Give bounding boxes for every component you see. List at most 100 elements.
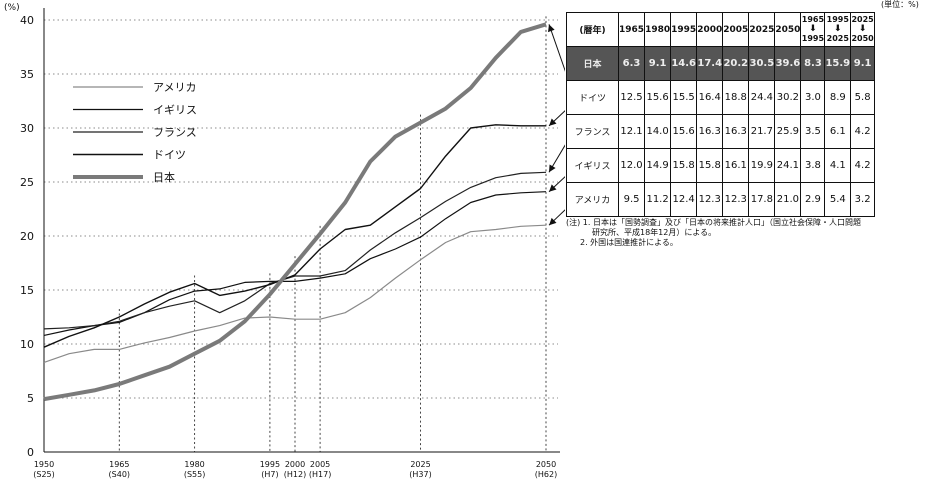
arrow-head-アメリカ <box>549 217 557 226</box>
table-value-cell: 17.8 <box>748 182 776 217</box>
table-value-cell: 8.9 <box>824 80 852 115</box>
table-value-cell: 16.1 <box>722 148 750 183</box>
table-value-cell: 14.9 <box>644 148 672 183</box>
x-tick-sublabel: (S55) <box>184 470 206 479</box>
unit-label: (単位：%) <box>881 0 919 9</box>
x-tick-label: 1950 <box>34 460 54 469</box>
table-value-cell: 12.3 <box>722 182 750 217</box>
x-tick-sublabel: (H17) <box>309 470 331 479</box>
note-line-3: 2. 外国は国連推計による。 <box>580 238 678 247</box>
table-value-cell: 5.4 <box>824 182 852 217</box>
legend-label-イギリス: イギリス <box>153 104 197 117</box>
table-change-header: 2025 ⬇ 2050 <box>850 12 876 47</box>
x-tick-sublabel: (H7) <box>261 470 278 479</box>
table-year-header: 2000 <box>696 12 724 47</box>
arrow-head-ドイツ <box>549 118 557 126</box>
table-value-cell: 15.5 <box>670 80 698 115</box>
table-value-cell: 12.1 <box>617 114 646 149</box>
x-tick-label: 2005 <box>310 460 330 469</box>
table-country-cell: イギリス <box>566 148 619 183</box>
table-row: フランス 12.1 14.0 15.6 16.3 16.3 21.7 25.9 3.5 6.1 4.… <box>566 114 876 149</box>
table-year-header: 2025 <box>748 12 776 47</box>
y-tick-label: 0 <box>27 446 34 459</box>
x-tick-label: 1980 <box>184 460 204 469</box>
table-value-cell: 19.9 <box>748 148 776 183</box>
table-value-cell: 5.8 <box>850 80 876 115</box>
table-value-cell: 16.3 <box>722 114 750 149</box>
table-value-cell: 12.5 <box>617 80 646 115</box>
arrow-line-日本 <box>548 24 565 72</box>
table-country-cell: アメリカ <box>566 182 619 217</box>
y-tick-label: 5 <box>27 392 34 405</box>
table-value-cell: 20.2 <box>722 46 750 81</box>
table-value-cell: 14.6 <box>670 46 698 81</box>
table-value-cell: 15.9 <box>824 46 852 81</box>
table-value-cell: 9.1 <box>644 46 672 81</box>
arrow-head-日本 <box>547 24 555 33</box>
legend-label-日本: 日本 <box>153 170 175 184</box>
series-line-アメリカ <box>43 224 547 363</box>
y-tick-label: 20 <box>20 230 34 243</box>
data-table: (暦年) 1965 1980 1995 2000 2005 2025 2050 1965 ⬇ 199… <box>566 12 876 217</box>
y-tick-label: 15 <box>20 284 34 297</box>
table-value-cell: 21.0 <box>774 182 802 217</box>
table-value-cell: 11.2 <box>644 182 672 217</box>
series-line-フランス <box>43 171 547 330</box>
x-tick-label: 1995 <box>260 460 280 469</box>
y-tick-label: 10 <box>20 338 34 351</box>
table-country-cell: ドイツ <box>566 80 619 115</box>
legend-label-アメリカ: アメリカ <box>153 81 196 94</box>
x-tick-label: 2050 <box>536 460 556 469</box>
x-tick-sublabel: (H62) <box>535 470 557 479</box>
y-tick-label: 40 <box>20 14 34 27</box>
y-tick-label: 30 <box>20 122 34 135</box>
table-value-cell: 24.1 <box>774 148 802 183</box>
table-country-cell: 日本 <box>566 46 619 81</box>
note-line-2: 研究所、平成18年12月）による。 <box>592 228 717 237</box>
table-header-row: (暦年) 1965 1980 1995 2000 2005 2025 2050 1965 ⬇ 199… <box>566 12 876 47</box>
table-value-cell: 6.1 <box>824 114 852 149</box>
table-value-cell: 15.8 <box>670 148 698 183</box>
x-tick-label: 1965 <box>109 460 129 469</box>
table-value-cell: 3.8 <box>800 148 826 183</box>
y-axis-label: (%) <box>4 3 20 13</box>
note-line-1: (注) 1. 日本は「国勢調査」及び「日本の将来推計人口」（国立社会保障・人口問… <box>566 218 861 227</box>
table-value-cell: 4.2 <box>850 114 876 149</box>
table-value-cell: 3.2 <box>850 182 876 217</box>
table-value-cell: 16.3 <box>696 114 724 149</box>
table-corner: (暦年) <box>566 12 619 47</box>
table-value-cell: 4.2 <box>850 148 876 183</box>
table-value-cell: 3.0 <box>800 80 826 115</box>
table-value-cell: 8.3 <box>800 46 826 81</box>
table-value-cell: 15.6 <box>644 80 672 115</box>
table-year-header: 2050 <box>774 12 802 47</box>
x-tick-sublabel: (H37) <box>409 470 431 479</box>
series-line-ドイツ <box>43 124 546 348</box>
table-value-cell: 30.5 <box>748 46 776 81</box>
legend-label-フランス: フランス <box>153 126 197 139</box>
table-value-cell: 4.1 <box>824 148 852 183</box>
table-value-cell: 15.8 <box>696 148 724 183</box>
table-change-header: 1995 ⬇ 2025 <box>824 12 852 47</box>
table-value-cell: 12.4 <box>670 182 698 217</box>
table-value-cell: 3.5 <box>800 114 826 149</box>
table-value-cell: 2.9 <box>800 182 826 217</box>
x-tick-label: 2000 <box>285 460 305 469</box>
table-year-header: 2005 <box>722 12 750 47</box>
table-value-cell: 12.3 <box>696 182 724 217</box>
table-year-header: 1995 <box>670 12 698 47</box>
table-value-cell: 24.4 <box>748 80 776 115</box>
table-row: イギリス 12.0 14.9 15.8 15.8 16.1 19.9 24.1 3.8 4.1 4.… <box>566 148 876 183</box>
table-value-cell: 16.4 <box>696 80 724 115</box>
table-value-cell: 9.1 <box>850 46 876 81</box>
x-tick-sublabel: (S25) <box>33 470 55 479</box>
table-year-header: 1965 <box>617 12 646 47</box>
table-value-cell: 9.5 <box>617 182 646 217</box>
table-value-cell: 15.6 <box>670 114 698 149</box>
table-value-cell: 14.0 <box>644 114 672 149</box>
notes: (注) 1. 日本は「国勢調査」及び「日本の将来推計人口」（国立社会保障・人口問… <box>566 218 861 248</box>
table-value-cell: 39.6 <box>774 46 802 81</box>
table-value-cell: 30.2 <box>774 80 802 115</box>
y-tick-label: 25 <box>20 176 34 189</box>
